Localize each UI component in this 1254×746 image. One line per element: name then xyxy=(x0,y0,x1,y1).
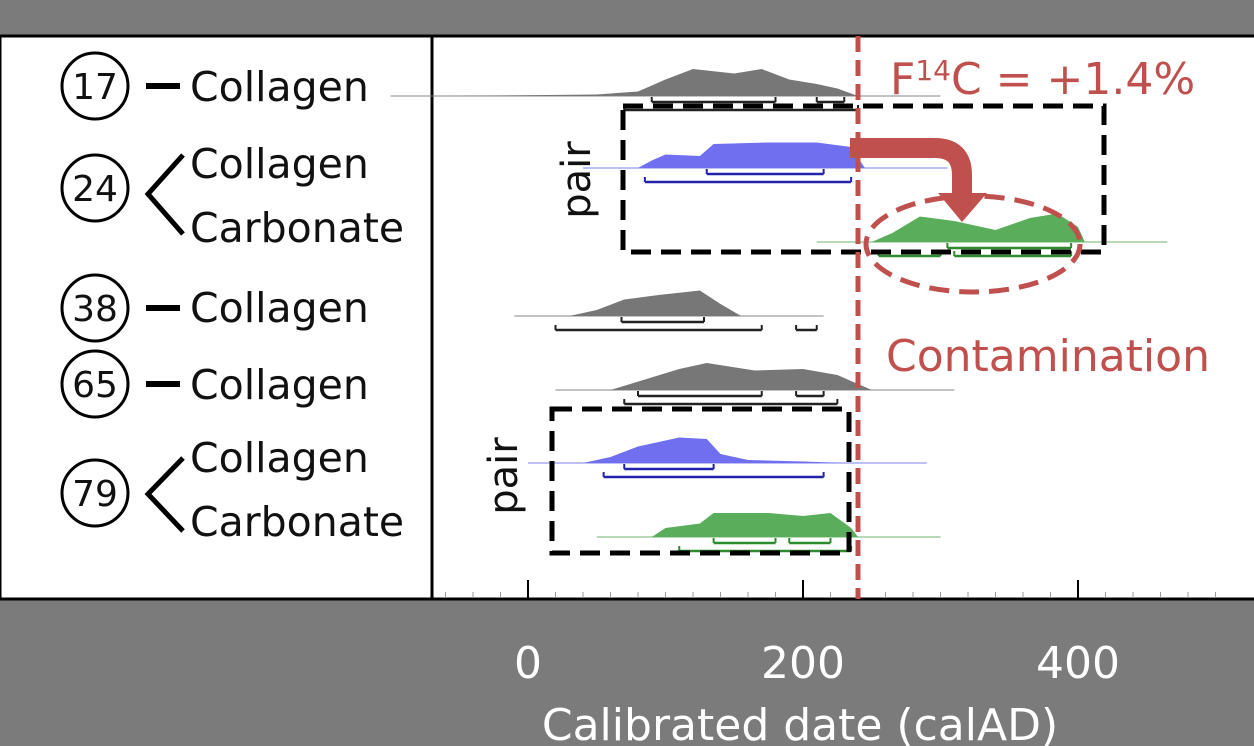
row-label-65: 65 Collagen xyxy=(60,349,369,419)
shift-arrow-head xyxy=(938,193,987,222)
density-area xyxy=(583,437,845,463)
series-79-collagen xyxy=(528,437,927,479)
sample-circle xyxy=(60,153,130,223)
sample-circle xyxy=(60,51,130,121)
material-label: Collagen xyxy=(190,63,369,111)
series-65-collagen xyxy=(555,363,955,406)
density-area xyxy=(638,142,865,168)
density-area xyxy=(651,513,858,537)
material-label: Collagen xyxy=(190,361,369,409)
series-24-collagen xyxy=(583,142,948,184)
x-tick-label: 400 xyxy=(1036,638,1120,689)
x-tick-label: 200 xyxy=(761,638,845,689)
pair-box-79 xyxy=(549,406,852,556)
pair-bracket xyxy=(144,153,185,236)
fraction-annotation: F14C = +1.4% xyxy=(890,54,1195,105)
material-label: Carbonate xyxy=(190,204,404,252)
material-label: Carbonate xyxy=(190,498,404,546)
pair-label: pair xyxy=(481,437,527,515)
sample-circle xyxy=(60,458,130,528)
density-area xyxy=(871,213,1085,242)
row-label-24: 24 Collagen Carbonate xyxy=(60,140,404,252)
series-17-collagen xyxy=(390,69,941,112)
pair-label: pair xyxy=(554,141,600,219)
sample-circle xyxy=(60,349,130,419)
sample-number: 17 xyxy=(72,67,118,108)
sample-number: 79 xyxy=(72,474,118,515)
sample-number: 65 xyxy=(72,365,118,406)
material-label: Collagen xyxy=(190,140,369,188)
sample-labels: 17 Collagen 24 Collagen Carbonate 38 Col… xyxy=(60,51,404,546)
density-area xyxy=(569,290,742,316)
row-label-79: 79 Collagen Carbonate xyxy=(60,434,404,546)
x-axis-label: Calibrated date (calAD) xyxy=(542,700,1058,746)
shift-arrow-shaft xyxy=(850,138,972,196)
material-label: Collagen xyxy=(190,284,369,332)
x-axis: 0 200 400 xyxy=(445,580,1216,689)
sample-number: 24 xyxy=(72,169,118,210)
x-tick-label: 0 xyxy=(514,638,542,689)
row-label-17: 17 Collagen xyxy=(60,51,369,121)
row-label-38: 38 Collagen xyxy=(60,273,369,343)
series-38-collagen xyxy=(514,290,824,332)
series-24-carbonate xyxy=(816,213,1168,258)
density-area xyxy=(610,363,872,390)
material-label: Collagen xyxy=(190,434,369,482)
pair-box-24 xyxy=(620,103,1107,255)
plot-panel xyxy=(430,34,1254,601)
density-area xyxy=(445,69,858,96)
pair-bracket xyxy=(144,456,185,533)
sample-circle xyxy=(60,273,130,343)
contamination-label: Contamination xyxy=(886,331,1210,382)
sample-number: 38 xyxy=(72,289,118,330)
